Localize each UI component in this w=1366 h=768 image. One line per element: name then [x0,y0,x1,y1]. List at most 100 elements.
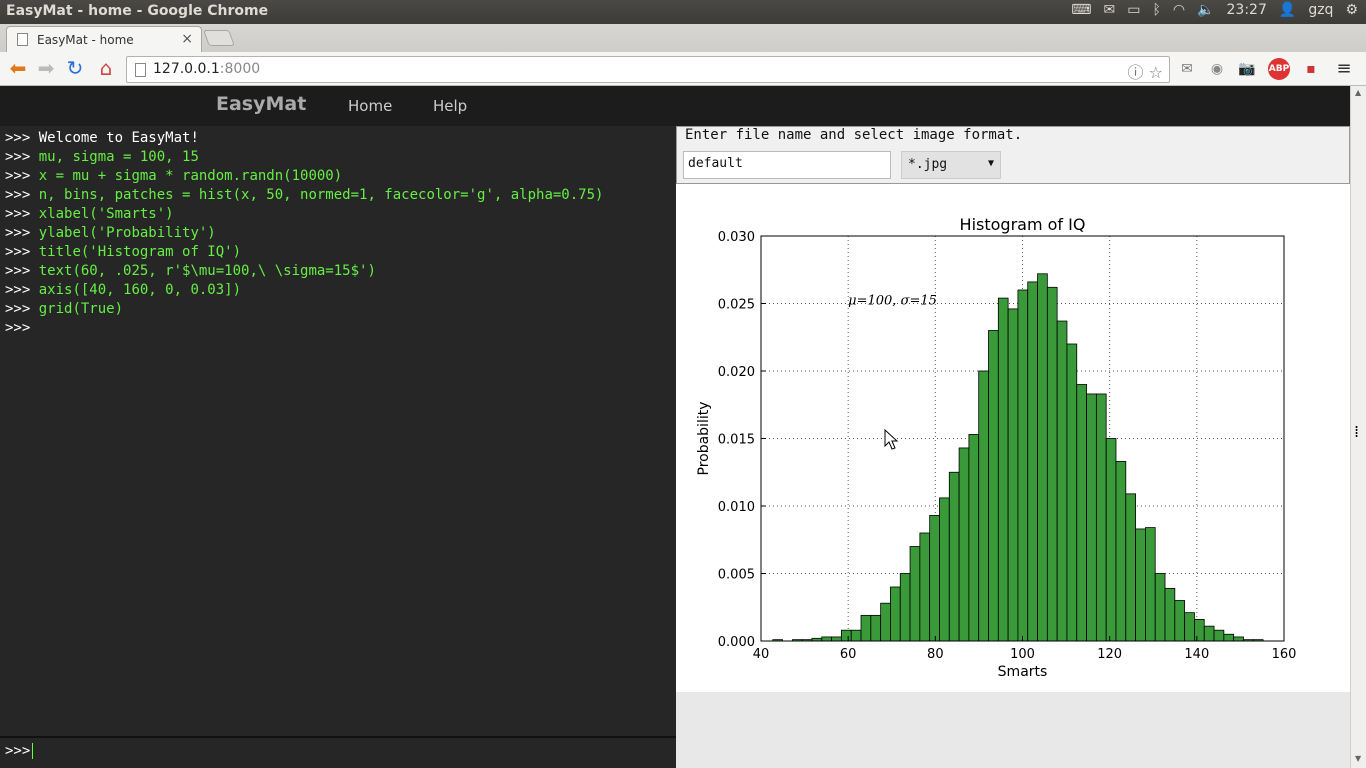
histogram-bar [870,614,882,642]
histogram-bar [831,636,842,642]
console-line: >>> ylabel('Probability') [5,224,676,243]
y-tick-label: 0.005 [718,568,755,583]
battery-icon[interactable]: ▭ [1127,2,1141,18]
info-icon[interactable]: ⓘ [1127,63,1144,82]
chart-title: Histogram of IQ [960,215,1086,234]
adblock-icon[interactable]: ABP [1268,58,1290,80]
histogram-bar [899,573,911,642]
input-prompt: >>> [5,743,31,759]
console-line-text: mu, sigma = 100, 15 [30,149,199,165]
menu-icon[interactable]: ≡ [1336,58,1352,79]
nav-help-link[interactable]: Help [433,97,468,115]
y-tick-label: 0.015 [718,433,755,448]
form-legend: Enter file name and select image format. [683,127,1025,143]
y-tick-label: 0.030 [718,230,755,245]
user-icon: 👤 [1278,2,1297,18]
brand-logo[interactable]: EasyMat [216,93,307,115]
notification-extension-icon[interactable]: ▪ [1306,61,1316,77]
mail-icon[interactable]: ✉ [1103,2,1116,18]
address-bar[interactable]: 127.0.0.1:8000 ⓘ ☆ [126,56,1170,83]
mouse-cursor-icon [884,429,899,450]
histogram-bar [1105,438,1117,642]
back-arrow-icon[interactable]: ⬅ [9,56,27,80]
histogram-bar [890,586,901,642]
console-line-text: n, bins, patches = hist(x, 50, normed=1,… [30,187,604,203]
scroll-thumb[interactable]: ⁞ [1354,422,1360,441]
system-tray: ⌨ ✉ ▭ ᛒ ◠ 🔈 23:27 👤 gzq ⚙ [1071,2,1358,18]
console-prompt: >>> [5,206,31,222]
histogram-bar [919,532,931,642]
web-page: EasyMat Home Help >>> Welcome to EasyMat… [0,86,1350,768]
format-select[interactable]: *.jpg ▼ [901,151,1001,179]
histogram-bar [1154,573,1166,642]
histogram-bar [821,636,833,642]
figure-panel: Enter file name and select image format.… [676,126,1350,692]
wifi-icon[interactable]: ◠ [1172,2,1186,18]
console-line: >>> text(60, .025, r'$\mu=100,\ \sigma=1… [5,262,676,281]
chart-bars [772,273,1264,642]
console-input[interactable]: >>> [0,736,676,768]
console-line: >>> grid(True) [5,300,676,319]
scroll-down-icon[interactable]: ▼ [1355,754,1362,763]
tab-title: EasyMat - home [37,33,134,47]
y-tick-label: 0.020 [718,365,755,380]
globe-extension-icon[interactable]: ◉ [1210,61,1224,77]
console-line: >>> mu, sigma = 100, 15 [5,148,676,167]
x-tick-label: 120 [1097,647,1122,662]
y-tick-label: 0.025 [718,298,755,313]
browser-toolbar: ⬅ ➡ ↻ ⌂ 127.0.0.1:8000 ⓘ ☆ ✉ ◉ 📷 ABP ▪ ≡ [0,52,1366,86]
console-line: >>> n, bins, patches = hist(x, 50, norme… [5,186,676,205]
dropdown-arrow-icon: ▼ [987,158,994,169]
clock[interactable]: 23:27 [1226,2,1267,18]
histogram-bar [841,629,852,642]
histogram-bar [1203,625,1215,642]
histogram-bar [929,515,940,642]
histogram-bar [1086,393,1097,642]
gmail-extension-icon[interactable]: ✉ [1181,61,1193,77]
reload-icon[interactable]: ↻ [66,56,84,80]
url-port: :8000 [219,61,261,77]
browser-tab[interactable]: EasyMat - home × [6,26,202,52]
x-tick-label: 80 [927,647,944,662]
url-text[interactable]: 127.0.0.1:8000 [153,61,260,77]
console-line: >>> Welcome to EasyMat! [5,129,676,148]
star-icon[interactable]: ☆ [1148,63,1163,82]
console-output: >>> Welcome to EasyMat! >>> mu, sigma = 1… [0,126,676,738]
histogram-bar [1066,343,1078,642]
os-top-bar: EasyMat - home - Google Chrome ⌨ ✉ ▭ ᛒ ◠… [0,0,1366,24]
close-icon[interactable]: × [181,31,193,47]
histogram-bar [1037,273,1048,642]
histogram-bar [1076,384,1087,642]
filename-input[interactable]: default [683,151,891,179]
console-prompt: >>> [5,320,31,336]
forward-arrow-icon[interactable]: ➡ [37,56,55,80]
histogram-bar [1184,612,1195,642]
camera-extension-icon[interactable]: 📷 [1238,61,1256,77]
vertical-scrollbar[interactable]: ▲ ⁞ ▼ [1350,86,1366,768]
console-line-text: title('Histogram of IQ') [30,244,242,260]
histogram-bar [850,629,862,642]
user-name[interactable]: gzq [1308,2,1334,18]
volume-icon[interactable]: 🔈 [1197,2,1215,18]
new-tab-button[interactable] [203,30,235,46]
nav-home-link[interactable]: Home [348,97,393,115]
console-line-text: grid(True) [30,301,124,317]
save-image-form: Enter file name and select image format.… [676,126,1350,184]
x-tick-label: 60 [840,647,857,662]
page-icon [135,63,146,77]
bluetooth-icon[interactable]: ᛒ [1152,2,1161,18]
keyboard-icon[interactable]: ⌨ [1071,2,1092,18]
scroll-up-icon[interactable]: ▲ [1355,88,1362,97]
home-icon[interactable]: ⌂ [99,56,113,80]
histogram-bar [860,614,872,642]
format-selected: *.jpg [908,157,948,172]
gear-icon[interactable]: ⚙ [1345,2,1358,18]
histogram-chart: 40 60 80 100 120 140 160 0.000 0.005 0.010 0.015 0.… [696,215,1296,680]
histogram-bar [909,546,921,642]
histogram-bar [1115,461,1127,642]
console-line-text: xlabel('Smarts') [30,206,174,222]
console-line-text: ylabel('Probability') [30,225,216,241]
y-tick-label: 0.010 [718,500,755,515]
console-prompt: >>> [5,168,31,184]
url-host: 127.0.0.1 [153,61,220,77]
